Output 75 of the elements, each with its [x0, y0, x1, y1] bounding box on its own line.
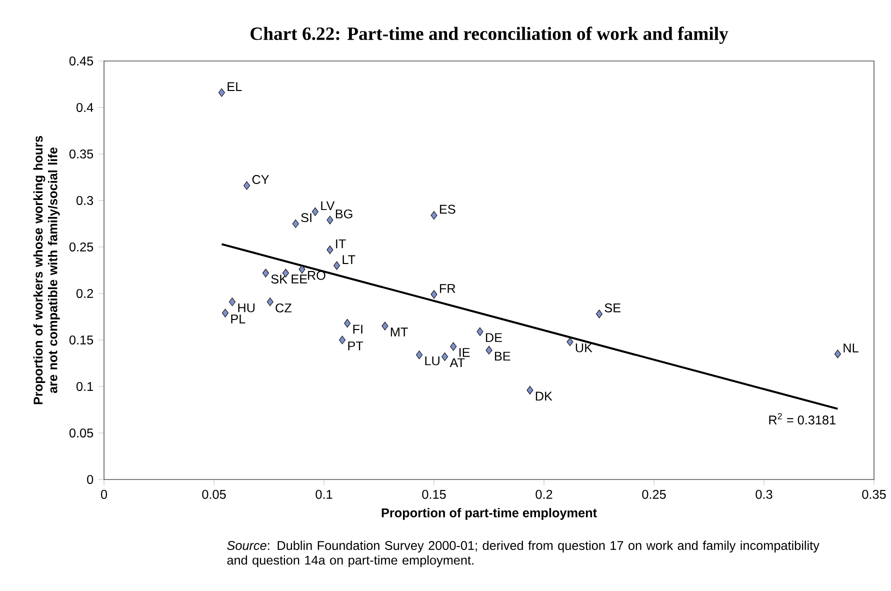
point: [526, 386, 534, 394]
annotation: LU: [425, 356, 440, 366]
annotation: CY: [252, 175, 270, 184]
y-tick-label: 0.25: [69, 242, 94, 252]
point: [229, 298, 236, 306]
point: [326, 216, 334, 224]
point: [244, 181, 250, 190]
annotation: LV: [321, 201, 335, 210]
point: [486, 346, 492, 354]
annotation: CZ: [276, 303, 292, 312]
annotation: EE: [292, 274, 308, 284]
text: Source: Dublin Foundation Survey 2000-01; derived from question 17 on work and family incompatibility and question 14a on part-time employment.: [227, 540, 820, 568]
x-tick-label: 0.05: [202, 490, 226, 499]
point: [566, 338, 574, 346]
point: [442, 352, 448, 361]
x-tick-label: 0.25: [642, 490, 666, 499]
point: [298, 265, 306, 274]
y-tick-label: 0.35: [69, 150, 94, 158]
y-axis-title: Proportion of workers whose working hours are not compatible with family/social life: [33, 136, 60, 404]
x-tick-label: 0: [100, 490, 108, 499]
annotation: MT: [390, 328, 408, 336]
point: [312, 207, 318, 216]
x-axis-title: Proportion of part-time employment: [382, 508, 597, 520]
x-tick-label: 0.35: [862, 490, 886, 499]
chart-title: Chart 6.22: Part-time and reconciliation of work and family: [250, 26, 728, 44]
point: [430, 211, 438, 220]
x-tick-label: 0.15: [422, 490, 446, 499]
x-tick-label: 0.3: [756, 490, 772, 499]
annotation: EL: [228, 82, 242, 92]
x-tick-label: 0.2: [536, 490, 552, 499]
annotation: SE: [604, 303, 621, 312]
point: [596, 310, 602, 318]
y-tick-label: 0.05: [69, 428, 94, 438]
annotation: DK: [536, 392, 552, 401]
y-tick-label: 0.15: [69, 336, 94, 344]
point: [430, 290, 438, 299]
annotation: DE: [486, 333, 502, 342]
annotation: BG: [336, 209, 352, 218]
point: [450, 342, 457, 351]
annotation: PT: [348, 342, 364, 350]
annotation: FI: [353, 324, 362, 334]
annotation: IE: [459, 348, 470, 357]
annotation: SK: [271, 274, 288, 284]
annotation: ES: [440, 204, 456, 214]
point: [326, 246, 334, 254]
annotation: IT: [336, 239, 346, 248]
y-tick-label: 0.45: [69, 56, 94, 66]
point: [476, 327, 484, 336]
annotation: NL: [844, 344, 858, 352]
y-tick-label: 0: [87, 475, 94, 484]
y-tick-label: 0.2: [76, 289, 93, 298]
point: [333, 261, 340, 270]
annotation: PL: [231, 314, 246, 324]
annotation: BE: [494, 352, 510, 361]
annotation: FR: [440, 284, 456, 293]
point: [344, 318, 351, 328]
annotation: LT: [342, 255, 356, 264]
annotation: HU: [238, 303, 255, 312]
point: [416, 350, 423, 360]
y-tick-label: 0.4: [76, 103, 94, 112]
annotation: UK: [576, 343, 592, 352]
y-tick-label: 0.3: [76, 196, 94, 205]
x-tick-label: 0.1: [316, 490, 332, 499]
annotation: AT: [450, 358, 465, 368]
point: [262, 268, 269, 278]
point: [382, 322, 388, 330]
point: [338, 336, 346, 344]
point: [834, 350, 841, 358]
point: [266, 298, 274, 306]
point: [218, 88, 225, 97]
point: [222, 308, 228, 318]
annotation: R$^{2}$ = 0.3181: [769, 413, 836, 424]
y-tick-label: 0.1: [76, 382, 93, 391]
annotation: SI: [301, 213, 312, 222]
point: [292, 219, 299, 228]
